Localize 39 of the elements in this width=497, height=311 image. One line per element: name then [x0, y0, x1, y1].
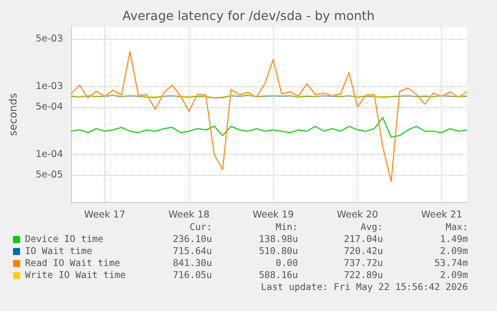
- text: 0.00: [276, 258, 298, 270]
- text: 236.10u: [172, 234, 212, 246]
- line-series: [70, 116, 468, 138]
- text: 715.64u: [172, 246, 212, 258]
- x-tick-label: Week 19: [252, 210, 294, 220]
- text: 720.42u: [344, 246, 383, 258]
- text: Avg:: [360, 222, 383, 234]
- x-tick-label: Week 18: [168, 210, 210, 220]
- text: Cur:: [190, 222, 212, 234]
- text: 53.74m: [434, 258, 468, 270]
- text: 510.80u: [258, 246, 298, 258]
- text: 217.04u: [344, 234, 383, 246]
- y-tick-label: 1e-04: [36, 148, 63, 160]
- legend-label: Read IO Wait time: [24, 258, 120, 270]
- chart-title: Average latency for /dev/sda - by month: [122, 8, 375, 23]
- legend-label: Write IO Wait time: [24, 270, 126, 282]
- text: 1.49m: [440, 234, 468, 246]
- x-tick-label: Week 20: [336, 210, 378, 220]
- x-tick-label: Week 21: [421, 210, 462, 220]
- text: Last update: Fri May 22 15:56:42 2026: [260, 282, 468, 294]
- text: Max:: [446, 222, 468, 234]
- line-series: [70, 50, 468, 182]
- text: 138.98u: [258, 234, 298, 246]
- y-tick-label: 5e-04: [36, 101, 63, 112]
- text: 841.30u: [172, 258, 212, 270]
- x-tick-label: Week 17: [84, 210, 126, 220]
- text: 2.09m: [440, 270, 468, 282]
- y-tick-label: 5e-03: [36, 33, 63, 44]
- legend-label: IO Wait time: [24, 246, 92, 258]
- y-axis-title: seconds: [8, 93, 20, 136]
- text: 2.09m: [440, 246, 468, 258]
- text: 716.05u: [172, 270, 212, 282]
- text: 722.89u: [344, 270, 383, 282]
- legend-label: Device IO time: [24, 234, 104, 246]
- text: 588.16u: [258, 270, 298, 282]
- text: 737.72u: [344, 258, 383, 270]
- y-tick-label: 5e-05: [36, 169, 63, 180]
- y-tick-label: 1e-03: [36, 80, 63, 92]
- text: Min:: [276, 222, 298, 234]
